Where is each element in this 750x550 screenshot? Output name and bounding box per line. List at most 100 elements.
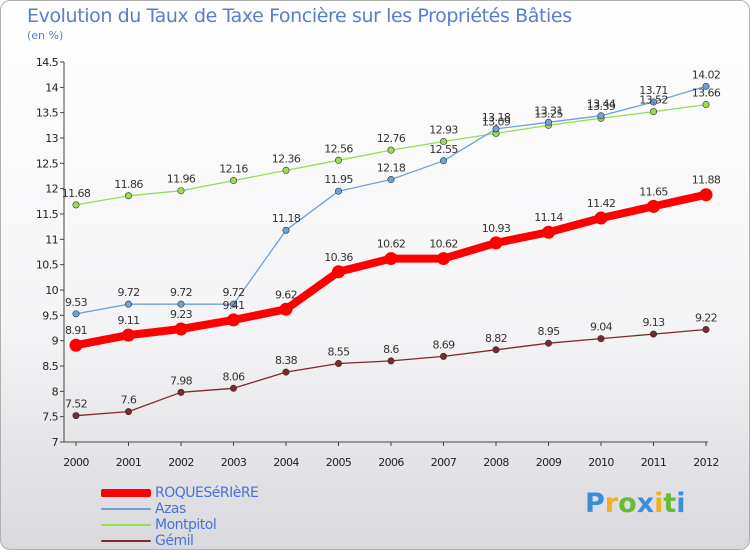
data-label-gemil: 8.38 [275,354,298,367]
data-label-gemil: 9.13 [642,316,665,329]
chart-title: Evolution du Taux de Taxe Foncière sur l… [27,5,572,27]
data-point-montpitol [334,156,342,164]
y-tick-label: 7 [52,436,59,449]
data-label-roqueseriere: 9.11 [117,314,139,327]
data-label-gemil: 8.06 [222,370,245,383]
data-label-gemil: 7.98 [170,374,193,387]
data-label-montpitol: 13.52 [639,94,668,107]
data-point-azas [544,118,552,126]
data-point-roqueseriere [122,328,135,342]
data-point-azas [72,310,80,318]
data-point-azas [492,125,500,133]
data-label-montpitol: 13.66 [692,87,721,100]
x-tick-label: 2011 [641,456,667,469]
data-label-montpitol: 12.56 [324,142,353,155]
x-tick-label: 2000 [63,456,89,469]
x-tick-label: 2008 [483,456,509,469]
data-point-gemil [72,412,80,420]
data-label-azas: 11.18 [272,212,301,225]
legend-label-montpitol: Montpitol [155,517,217,533]
logo-letter: t [663,488,677,519]
data-label-roqueseriere: 11.42 [587,197,616,210]
axes: 7 7.5 8 8.5 9 9.5 10 10.5 11 11.5 12 12.5 13 13.5 14 14… [36,56,719,469]
data-point-roqueseriere [332,265,345,279]
data-label-azas: 13.18 [482,111,511,124]
data-label-roqueseriere: 11.14 [534,211,563,224]
data-point-azas [387,176,395,184]
data-point-montpitol [387,146,395,154]
data-label-gemil: 8.6 [383,343,399,356]
x-tick-label: 2006 [378,456,404,469]
data-point-azas [649,98,657,106]
data-label-azas: 12.55 [429,143,458,156]
legend-swatch-azas [101,508,151,510]
data-label-montpitol: 13.39 [587,100,616,113]
data-label-roqueseriere: 9.62 [275,288,297,301]
logo-letter: r [604,488,619,519]
data-point-gemil [177,388,185,396]
x-tick-label: 2009 [536,456,562,469]
data-label-montpitol: 12.93 [429,124,458,137]
data-label-roqueseriere: 11.88 [692,174,721,187]
series-line-montpitol [75,103,707,206]
data-point-gemil [334,359,342,367]
data-point-gemil [439,352,447,360]
data-label-roqueseriere: 11.65 [639,185,668,198]
data-label-montpitol: 13.25 [534,107,563,120]
x-tick-label: 2012 [693,456,719,469]
data-point-roqueseriere [384,252,398,266]
data-label-gemil: 8.82 [485,332,507,345]
y-tick-label: 11.5 [36,208,59,221]
data-point-gemil [125,408,133,416]
series-layer [69,82,713,420]
data-point-gemil [282,368,290,376]
data-label-roqueseriere: 10.62 [429,238,458,251]
data-label-roqueseriere: 10.36 [324,251,353,264]
data-label-azas: 9.72 [117,286,139,299]
data-label-azas: 9.72 [222,286,244,299]
data-point-roqueseriere [227,313,240,327]
y-tick-label: 9 [52,335,59,348]
data-point-roqueseriere [279,302,293,316]
x-tick-label: 2003 [221,456,247,469]
logo-letter: i [676,488,686,519]
logo-letter: o [618,488,637,519]
data-point-gemil [702,326,710,334]
chart-subtitle: (en %) [27,29,64,42]
data-point-azas [177,300,185,308]
data-point-azas [230,300,238,308]
data-point-gemil [649,330,657,338]
data-label-gemil: 7.52 [65,398,87,411]
data-label-azas: 13.44 [587,98,616,111]
data-point-montpitol [439,138,447,146]
data-point-montpitol [72,201,80,209]
data-point-gemil [597,335,605,343]
data-label-roqueseriere: 9.23 [170,308,193,321]
x-tick-label: 2005 [326,456,352,469]
data-point-montpitol [702,101,710,109]
data-point-roqueseriere [647,199,660,213]
legend-swatch-roqueseriere [101,489,151,497]
data-label-roqueseriere: 9.41 [222,299,244,312]
data-point-montpitol [125,192,133,200]
data-point-gemil [544,339,552,347]
data-label-gemil: 8.95 [537,325,560,338]
data-label-gemil: 9.22 [695,312,717,325]
data-label-montpitol: 12.16 [219,163,248,176]
data-label-azas: 9.72 [170,286,192,299]
data-label-azas: 13.71 [639,84,668,97]
x-tick-label: 2007 [431,456,457,469]
y-tick-label: 10.5 [36,259,59,272]
y-tick-label: 14.5 [36,56,59,69]
data-point-azas [125,300,133,308]
data-point-roqueseriere [699,188,713,202]
y-tick-label: 13 [45,132,58,145]
data-point-montpitol [177,187,185,195]
data-label-montpitol: 11.68 [62,187,91,200]
data-label-azas: 11.95 [324,173,353,186]
data-label-azas: 13.31 [534,104,563,117]
proxiti-logo: Proxiti [585,488,686,519]
data-label-gemil: 8.55 [327,345,350,358]
